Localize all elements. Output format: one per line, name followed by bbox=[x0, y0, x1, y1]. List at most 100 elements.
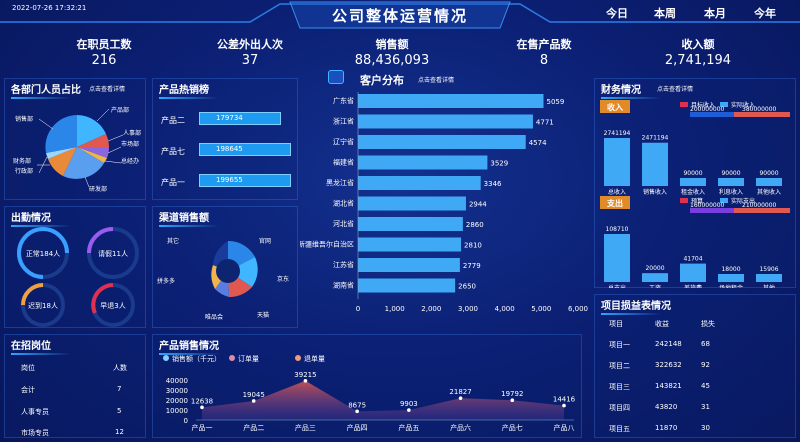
channel-panel[interactable]: 渠道销售额 官网 京东 天猫 唯品会 拼多多 其它 bbox=[152, 206, 298, 328]
profit-cell: 11870 bbox=[655, 424, 678, 432]
finance-value: 2741194 bbox=[604, 130, 631, 137]
jobs-panel: 在招岗位 岗位 人数 会计 7 人事专员 5 市场专员 12 bbox=[4, 334, 146, 438]
finance-category: 差旅费 bbox=[684, 284, 702, 288]
customer-category: 辽宁省 bbox=[333, 137, 354, 146]
customer-hint[interactable]: 点击查看详情 bbox=[418, 77, 455, 84]
attendance-gauges: 正常184人 请假11人 迟到18人 早退3人 bbox=[17, 227, 139, 327]
customer-value: 2779 bbox=[463, 262, 481, 270]
customer-value: 2810 bbox=[464, 242, 482, 250]
finance-value: 90000 bbox=[683, 170, 702, 177]
sales-point bbox=[303, 378, 308, 383]
finance-bar bbox=[756, 274, 782, 282]
period-year[interactable]: 今年 bbox=[754, 7, 776, 20]
profit-cell: 项目一 bbox=[609, 341, 630, 349]
dept-panel[interactable]: 各部门人员占比 点击查看详情 产品部 人事部 市场部 总经办 研发部 财务部 行… bbox=[4, 78, 146, 200]
sales-value: 9903 bbox=[400, 400, 418, 408]
kpi-staff: 在职员工数 216 bbox=[76, 38, 132, 68]
finance-target: 210000000 bbox=[742, 202, 777, 209]
customer-bar bbox=[358, 135, 526, 149]
channel-label-2: 天猫 bbox=[257, 311, 269, 319]
customer-value: 5059 bbox=[546, 98, 564, 106]
period-week[interactable]: 本周 bbox=[654, 7, 676, 20]
attendance-panel[interactable]: 出勤情况 正常184人 请假11人 迟到18人 早退3人 bbox=[4, 206, 146, 328]
kpi-sales: 销售额 88,436,093 bbox=[354, 38, 430, 68]
finance-bar bbox=[756, 178, 782, 186]
customer-bar bbox=[358, 237, 462, 252]
finance-category: 场地租金 bbox=[719, 284, 743, 288]
customer-bar bbox=[358, 258, 460, 272]
profit-cell: 143821 bbox=[655, 382, 682, 390]
sales-title: 产品销售情况 bbox=[159, 337, 219, 355]
profit-title: 项目损益表情况 bbox=[601, 297, 671, 315]
sales-category: 产品五 bbox=[398, 423, 419, 432]
finance-category: 销售收入 bbox=[643, 188, 667, 196]
customer-category: 湖北省 bbox=[333, 199, 354, 208]
header-frame bbox=[0, 1, 800, 29]
jobs-cell: 5 bbox=[117, 407, 122, 415]
finance-value: 15906 bbox=[759, 266, 778, 273]
customer-tick: 0 bbox=[356, 305, 360, 313]
sales-point bbox=[355, 409, 359, 414]
finance-category: 利息收入 bbox=[719, 188, 743, 196]
jobs-header-1: 人数 bbox=[113, 364, 127, 372]
customer-category: 江苏省 bbox=[333, 260, 354, 269]
finance-tag-label: 收入 bbox=[607, 102, 623, 112]
jobs-cell: 人事专员 bbox=[21, 408, 49, 416]
customer-tick: 4,000 bbox=[495, 305, 515, 313]
finance-bar bbox=[718, 178, 744, 186]
finance-value: 41704 bbox=[683, 256, 702, 263]
sales-point bbox=[251, 399, 256, 403]
period-month[interactable]: 本月 bbox=[704, 7, 726, 20]
sales-value: 21827 bbox=[449, 388, 471, 396]
attendance-early: 早退3人 bbox=[100, 301, 125, 310]
jobs-cell: 12 bbox=[115, 428, 124, 436]
page-title: 公司整体运营情况 bbox=[331, 7, 468, 25]
finance-legend-swatch bbox=[720, 102, 728, 107]
sales-ytick: 40000 bbox=[166, 377, 188, 385]
customer-value: 2650 bbox=[458, 283, 476, 291]
dept-label-7: 销售部 bbox=[15, 115, 33, 123]
finance-value: 2471194 bbox=[642, 135, 669, 142]
dept-hint[interactable]: 点击查看详情 bbox=[89, 86, 126, 93]
sales-panel: 产品销售情况 bbox=[152, 334, 582, 438]
sales-ytick: 0 bbox=[184, 417, 188, 425]
channel-label-4: 拼多多 bbox=[157, 277, 175, 285]
customer-category: 广东省 bbox=[333, 96, 354, 105]
dept-title: 各部门人员占比 bbox=[11, 81, 81, 99]
period-today[interactable]: 今日 bbox=[606, 7, 628, 20]
sales-point bbox=[562, 403, 566, 408]
sales-category: 产品六 bbox=[450, 423, 471, 432]
attendance-late: 迟到18人 bbox=[28, 302, 58, 310]
finance-target: 200000000 bbox=[690, 106, 725, 113]
kpi-income: 收入额 2,741,194 bbox=[664, 38, 732, 68]
finance-target-bar bbox=[690, 112, 734, 117]
attendance-normal: 正常184人 bbox=[26, 249, 60, 258]
hot-bar-1: 198645 bbox=[199, 143, 291, 156]
sales-category: 产品三 bbox=[295, 423, 316, 432]
sales-legend: 销售额（千元） bbox=[172, 354, 221, 363]
sales-legend-dot bbox=[163, 355, 169, 361]
hot-panel[interactable]: 产品热销榜 产品二 179734 产品七 198645 产品一 199655 bbox=[152, 78, 298, 200]
finance-legend: 目标收入 bbox=[691, 101, 715, 109]
finance-value: 20000 bbox=[645, 265, 664, 272]
dept-pie: 产品部 人事部 市场部 总经办 研发部 财务部 行政部 销售部 bbox=[13, 106, 141, 193]
finance-legend: 预算 bbox=[691, 197, 703, 205]
finance-target-bar bbox=[690, 208, 734, 213]
customer-value: 4574 bbox=[529, 139, 547, 147]
finance-value: 90000 bbox=[759, 170, 778, 177]
customer-value: 2944 bbox=[469, 201, 487, 209]
customer-tick: 5,000 bbox=[531, 305, 551, 313]
sales-ytick: 20000 bbox=[166, 397, 188, 405]
hot-bar-0: 179734 bbox=[199, 112, 281, 125]
hot-name-0: 产品二 bbox=[161, 116, 185, 125]
customer-title: 客户分布 bbox=[360, 74, 404, 87]
dept-label-4: 研发部 bbox=[89, 185, 107, 193]
dept-label-0: 产品部 bbox=[111, 106, 129, 114]
profit-cell: 30 bbox=[701, 424, 710, 432]
finance-category: 总支出 bbox=[608, 284, 626, 288]
jobs-cell: 7 bbox=[117, 385, 122, 393]
hot-bar-2: 199655 bbox=[199, 174, 291, 187]
customer-category: 黑龙江省 bbox=[326, 178, 354, 187]
finance-hint[interactable]: 点击查看详情 bbox=[657, 86, 694, 93]
channel-pie: 官网 京东 天猫 唯品会 拼多多 其它 bbox=[157, 237, 289, 321]
